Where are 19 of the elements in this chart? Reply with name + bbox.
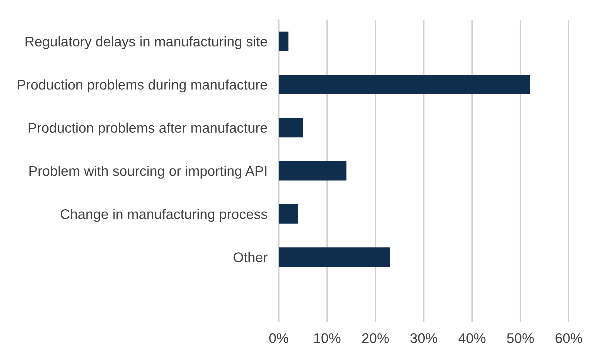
bar xyxy=(279,248,390,267)
x-tick-label: 30% xyxy=(410,333,438,344)
y-tick-label: Production problems during manufacture xyxy=(18,80,268,93)
x-tick-label: 60% xyxy=(556,333,582,344)
x-tick-label: 0% xyxy=(270,333,289,344)
x-tick-label: 10% xyxy=(314,333,341,344)
bar xyxy=(279,32,289,52)
x-tick-label: 50% xyxy=(507,333,534,344)
y-tick-label: Problem with sourcing or importing API xyxy=(30,166,267,179)
y-tick-label: Other xyxy=(234,252,268,262)
y-tick-label: Regulatory delays in manufacturing site xyxy=(26,36,268,50)
x-tick-label: 40% xyxy=(458,333,486,344)
bar xyxy=(279,204,298,224)
x-tick-label: 20% xyxy=(362,333,390,344)
bar xyxy=(279,118,304,138)
y-tick-label: Production problems after manufacture xyxy=(28,122,268,136)
y-tick-label: Change in manufacturing process xyxy=(60,209,268,222)
bar xyxy=(279,161,347,181)
bar xyxy=(279,75,530,94)
